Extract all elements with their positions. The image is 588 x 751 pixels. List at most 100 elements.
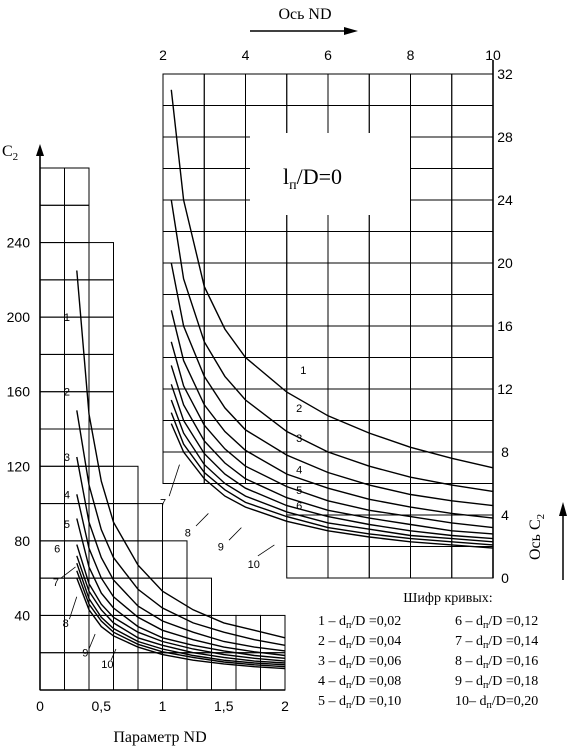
- left-y-tick-label: 160: [7, 384, 31, 400]
- right-y-tick-label: 28: [497, 129, 513, 145]
- right-grid-cell: [286, 325, 329, 358]
- right-x-tick-label: 6: [324, 47, 332, 63]
- right-grid-cell: [245, 231, 288, 264]
- left-grid-cell: [39, 391, 65, 430]
- right-grid-cell: [368, 325, 411, 358]
- left-curve-7: [76, 555, 286, 664]
- right-grid-cell: [451, 420, 494, 453]
- right-grid-cell: [327, 357, 370, 390]
- left-y-tick-label: 80: [14, 533, 30, 549]
- right-x-tick-label: 4: [242, 47, 250, 63]
- right-grid-cell: [327, 105, 370, 138]
- right-curve-9: [170, 412, 494, 546]
- right-curve-label: 3: [296, 433, 302, 445]
- right-x-tick-label: 8: [407, 47, 415, 63]
- right-curve-7: [170, 384, 494, 540]
- right-grid-cell: [451, 546, 494, 579]
- right-grid-cell: [203, 199, 246, 232]
- right-grid-cell: [451, 168, 494, 201]
- right-curve-8: [170, 399, 494, 543]
- left-grid-cell: [39, 465, 65, 505]
- right-grid-cell: [245, 262, 288, 295]
- left-grid-cell: [137, 577, 163, 616]
- right-chart-title-box: [250, 133, 410, 215]
- right-grid-cell: [410, 136, 453, 169]
- left-curve-label: 3: [64, 452, 70, 464]
- left-curve-label: 2: [64, 387, 70, 399]
- right-curve-label: 10: [248, 559, 260, 571]
- left-grid-cell: [39, 540, 65, 579]
- right-grid-cell: [286, 231, 329, 264]
- left-curve-4: [76, 494, 286, 657]
- left-grid-cell: [88, 391, 114, 430]
- right-grid-cell: [368, 357, 411, 390]
- right-grid-cell: [203, 73, 246, 106]
- left-x-tick-label: 0: [36, 698, 44, 714]
- legend-title: Шифр кривых:: [403, 591, 492, 606]
- right-grid-cell: [451, 199, 494, 232]
- right-grid-cell: [451, 451, 494, 484]
- left-y-tick-label: 120: [7, 458, 31, 474]
- right-grid-cell: [410, 357, 453, 390]
- left-x-tick-label: 1,5: [214, 698, 234, 714]
- right-y-tick-label: 32: [497, 66, 513, 82]
- right-x-axis-title: Ось ND: [278, 6, 331, 23]
- right-grid-cell: [286, 514, 329, 547]
- left-grid-cell: [137, 652, 163, 691]
- right-grid-cell: [410, 199, 453, 232]
- left-curve-label: 8: [63, 618, 69, 630]
- left-grid-cell: [39, 614, 65, 654]
- right-label-leader: [257, 544, 275, 557]
- left-grid-cell: [260, 614, 286, 654]
- left-label-leader: [88, 633, 96, 650]
- left-curve-label: 6: [54, 543, 60, 555]
- left-curve-8: [76, 562, 286, 666]
- right-grid-cell: [368, 294, 411, 327]
- right-curve-label: 4: [296, 464, 302, 476]
- right-grid-cell: [410, 420, 453, 453]
- left-grid-cell: [39, 503, 65, 542]
- right-grid-cell: [203, 136, 246, 169]
- right-grid-cell: [451, 357, 494, 390]
- right-curve-4: [170, 310, 494, 519]
- right-y-tick-label: 12: [497, 381, 513, 397]
- right-curve-label: 8: [185, 527, 191, 539]
- right-y-tick-label: 20: [497, 255, 513, 271]
- right-grid-cell: [327, 388, 370, 421]
- right-chart-title: lп/D=0: [283, 164, 342, 193]
- right-curve-5: [170, 341, 494, 529]
- left-x-tick-label: 0,5: [92, 698, 112, 714]
- right-y-tick-label: 24: [497, 192, 513, 208]
- left-grid-cell: [39, 204, 65, 244]
- right-grid-cell: [410, 546, 453, 579]
- right-grid-cell: [286, 546, 329, 579]
- right-grid-cell: [368, 73, 411, 106]
- right-label-leader: [228, 527, 242, 541]
- left-curve-10: [76, 577, 286, 670]
- right-grid-cell: [368, 483, 411, 516]
- right-curve-label: 7: [160, 497, 166, 509]
- legend-item-8: 8 – dп/D =0,16: [455, 654, 538, 671]
- right-curve-6: [170, 365, 494, 535]
- curve-legend: Шифр кривых: 1 – dп/D =0,02 2 – dп/D =0,0…: [318, 591, 538, 711]
- right-y-tick-label: 16: [497, 318, 513, 334]
- right-label-leader: [195, 513, 209, 527]
- left-curve-5: [76, 518, 286, 659]
- right-grid-cell: [327, 294, 370, 327]
- legend-item-7: 7 – dп/D =0,14: [455, 634, 538, 651]
- left-grid-cell: [39, 652, 65, 691]
- right-x-axis-arrow: [250, 27, 358, 35]
- left-curve-9: [76, 570, 286, 668]
- right-grid-cell: [245, 451, 288, 484]
- right-grid-cell: [286, 420, 329, 453]
- right-grid-cell: [162, 451, 205, 484]
- right-grid-cell: [203, 231, 246, 264]
- left-grid-cell: [137, 503, 163, 542]
- right-grid-cell: [203, 357, 246, 390]
- left-grid-cell: [64, 167, 90, 206]
- right-grid-cell: [327, 420, 370, 453]
- right-grid-cell: [286, 105, 329, 138]
- left-x-axis-title: Параметр ND: [113, 729, 206, 746]
- right-grid-cell: [410, 73, 453, 106]
